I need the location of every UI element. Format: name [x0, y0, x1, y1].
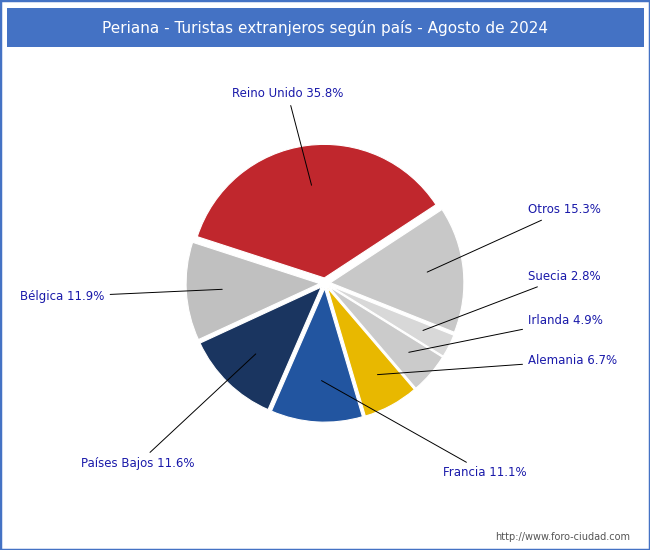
- Text: Suecia 2.8%: Suecia 2.8%: [423, 270, 601, 331]
- Wedge shape: [272, 289, 363, 422]
- Text: Reino Unido 35.8%: Reino Unido 35.8%: [232, 87, 343, 185]
- Text: Alemania 6.7%: Alemania 6.7%: [378, 354, 617, 375]
- Text: Países Bajos 11.6%: Países Bajos 11.6%: [81, 354, 255, 470]
- Text: Francia 11.1%: Francia 11.1%: [322, 381, 527, 480]
- Text: http://www.foro-ciudad.com: http://www.foro-ciudad.com: [495, 532, 630, 542]
- Wedge shape: [328, 288, 414, 416]
- Wedge shape: [197, 145, 436, 278]
- Text: Bélgica 11.9%: Bélgica 11.9%: [20, 289, 222, 303]
- Wedge shape: [330, 210, 464, 332]
- Text: Irlanda 4.9%: Irlanda 4.9%: [409, 314, 603, 353]
- Wedge shape: [329, 287, 443, 388]
- Wedge shape: [330, 285, 454, 356]
- Wedge shape: [200, 287, 321, 410]
- Text: Periana - Turistas extranjeros según país - Agosto de 2024: Periana - Turistas extranjeros según paí…: [102, 19, 548, 36]
- Text: Otros 15.3%: Otros 15.3%: [427, 204, 601, 272]
- Wedge shape: [186, 243, 320, 339]
